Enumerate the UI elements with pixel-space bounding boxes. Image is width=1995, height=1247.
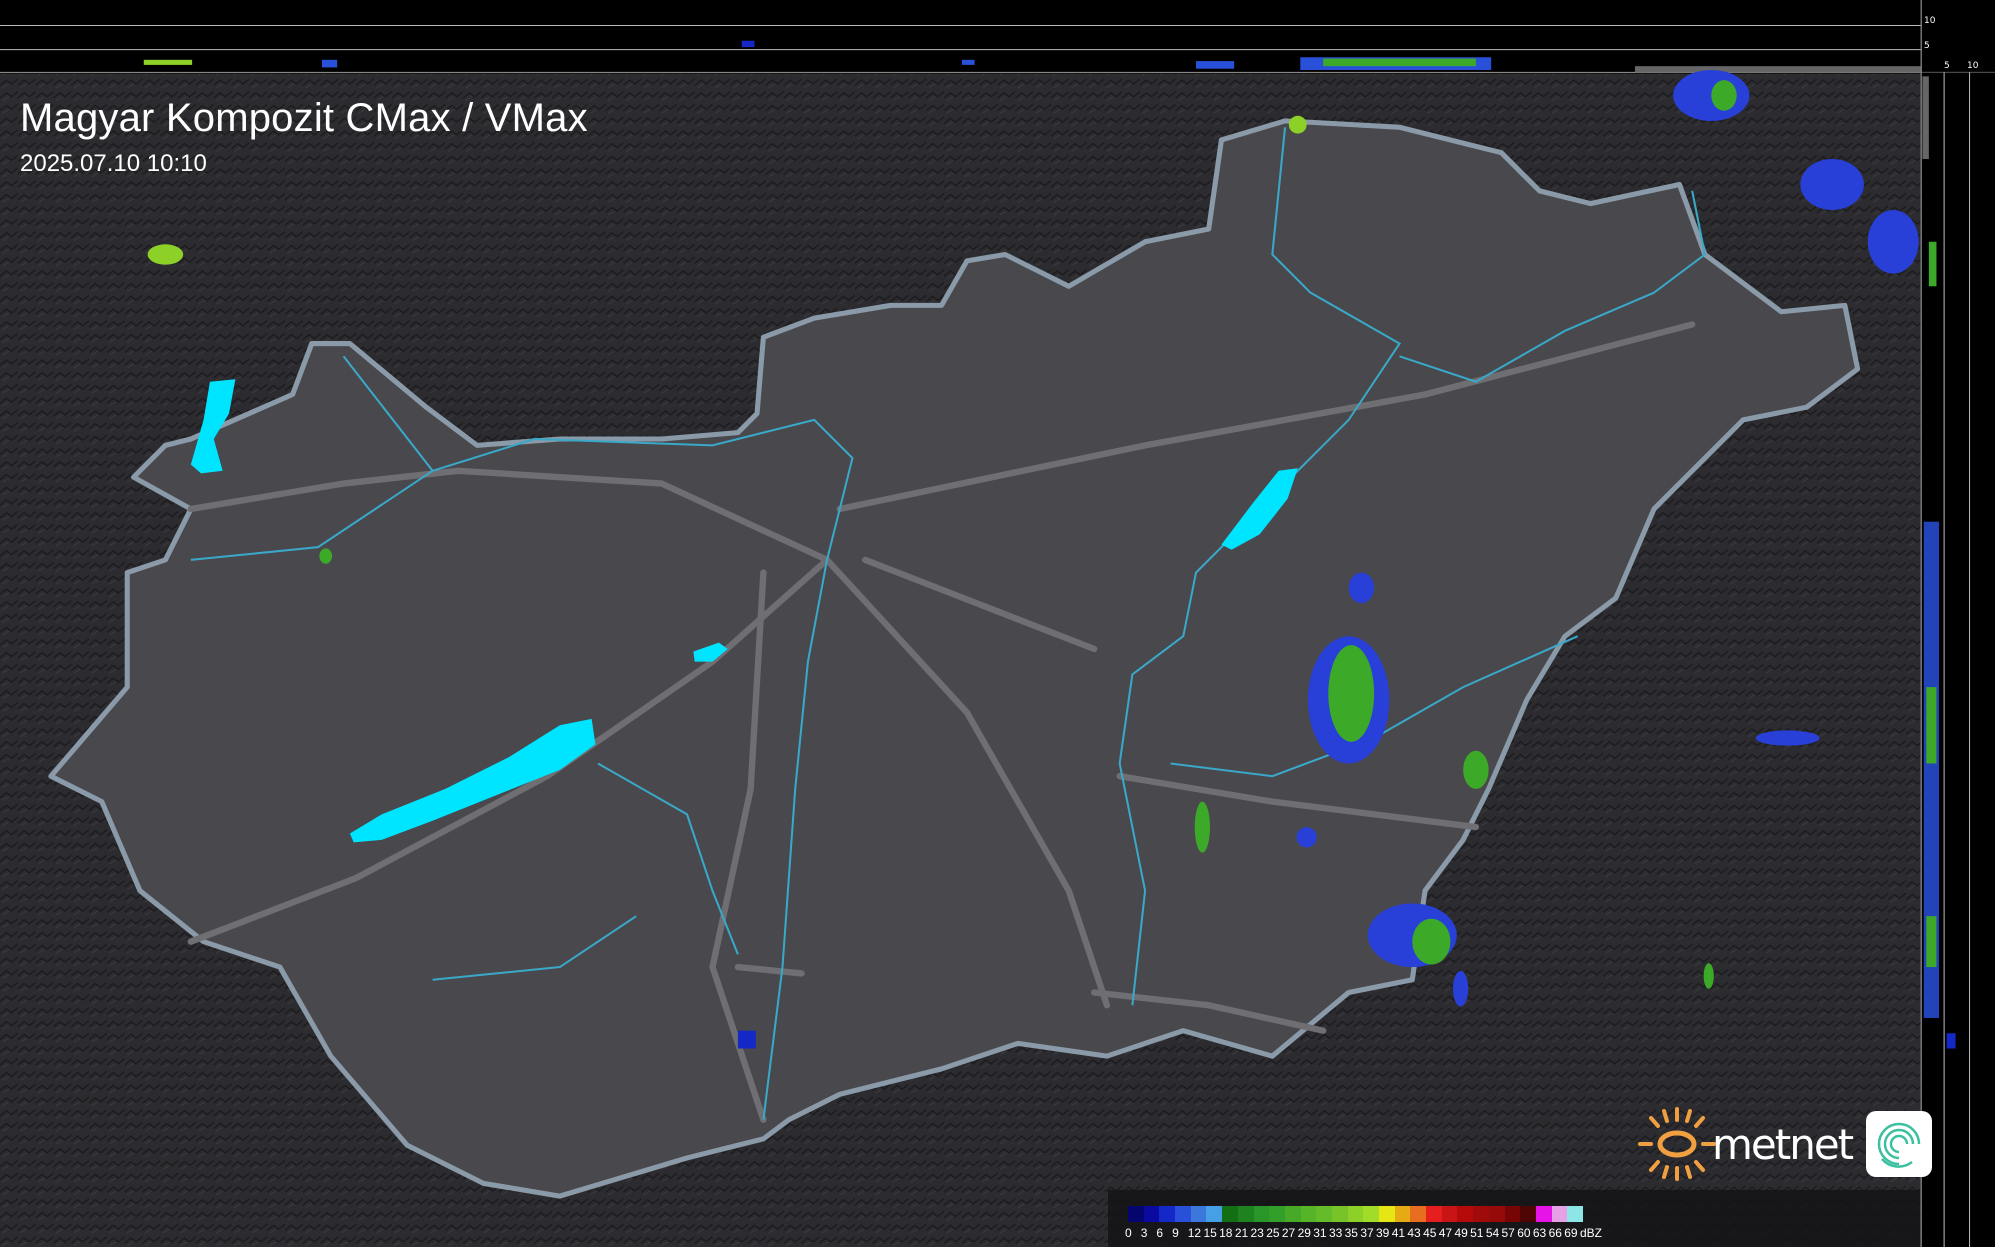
legend-label: 21	[1234, 1226, 1249, 1240]
legend-swatch	[1535, 1206, 1552, 1222]
top-profile-strip	[0, 0, 1922, 74]
lake-tisza	[1221, 468, 1298, 550]
legend-label: 37	[1360, 1226, 1374, 1240]
legend-swatch	[1190, 1206, 1207, 1222]
top-axis-tick-5: 5	[1924, 41, 1930, 51]
radar-echoes	[147, 69, 1919, 1049]
legend-swatch	[1488, 1206, 1505, 1222]
legend-label: 63	[1532, 1226, 1547, 1240]
map-timestamp: 2025.07.10 10:10	[20, 150, 207, 177]
legend-swatch	[1206, 1206, 1223, 1222]
right-axis-tick-5: 5	[1944, 61, 1950, 71]
legend-swatch	[1441, 1206, 1458, 1222]
legend-label: 54	[1485, 1226, 1500, 1240]
metnet-logo: metnet	[1638, 1105, 1933, 1183]
legend-swatch	[1143, 1206, 1160, 1222]
legend-label: 33	[1328, 1226, 1343, 1240]
legend-label: 41	[1391, 1226, 1406, 1240]
legend-swatch	[1520, 1206, 1536, 1222]
legend-swatch	[1473, 1206, 1489, 1222]
legend-label: 43	[1407, 1226, 1421, 1240]
swirl-badge-icon	[1866, 1111, 1933, 1177]
lake-velence	[693, 642, 728, 662]
legend-label: 3	[1140, 1226, 1148, 1240]
legend-label: 18	[1219, 1226, 1233, 1240]
top-axis-tick-10: 10	[1924, 16, 1936, 26]
lake-balaton	[349, 718, 596, 843]
legend-label: 57	[1501, 1226, 1515, 1240]
legend-swatch	[1379, 1206, 1395, 1222]
legend-swatch	[1410, 1206, 1427, 1222]
legend-label: 35	[1344, 1226, 1358, 1240]
legend-swatch	[1551, 1206, 1568, 1222]
legend-swatch	[1222, 1206, 1238, 1222]
legend-swatch	[1457, 1206, 1474, 1222]
legend-swatch	[1316, 1206, 1332, 1222]
legend-label: 47	[1438, 1226, 1453, 1240]
legend-label: 9	[1172, 1226, 1179, 1240]
legend-label: 25	[1266, 1226, 1280, 1240]
dbz-color-legend: 0 3 6 9 12 15 18 21 23 25 27 29 31 33 35 37 39 41 43 45 47 49…	[1108, 1190, 1920, 1247]
legend-label: 23	[1250, 1226, 1264, 1240]
legend-swatch	[1253, 1206, 1270, 1222]
legend-swatch	[1159, 1206, 1176, 1222]
legend-unit: dBZ	[1579, 1226, 1602, 1240]
sun-icon	[1638, 1107, 1716, 1181]
legend-swatch	[1426, 1206, 1442, 1222]
legend-label: 60	[1517, 1226, 1531, 1240]
legend-swatch	[1284, 1206, 1301, 1222]
legend-swatch	[1394, 1206, 1411, 1222]
map-title: Magyar Kompozit CMax / VMax	[20, 96, 588, 140]
legend-label: 29	[1297, 1226, 1311, 1240]
legend-label: 31	[1313, 1226, 1327, 1240]
legend-label: 27	[1281, 1226, 1296, 1240]
legend-swatch	[1363, 1206, 1379, 1222]
legend-label: 49	[1454, 1226, 1468, 1240]
logo-text: metnet	[1712, 1119, 1854, 1169]
legend-swatch	[1237, 1206, 1254, 1222]
legend-swatch	[1128, 1206, 1144, 1222]
legend-label: 39	[1376, 1226, 1390, 1240]
legend-swatch	[1504, 1206, 1521, 1222]
legend-label: 12	[1187, 1226, 1202, 1240]
legend-color-bar	[1128, 1206, 1583, 1222]
legend-swatch	[1331, 1206, 1348, 1222]
legend-swatch	[1175, 1206, 1191, 1222]
legend-label: 66	[1548, 1226, 1562, 1240]
legend-label: 69	[1564, 1226, 1578, 1240]
legend-swatch	[1567, 1206, 1583, 1222]
legend-label: 15	[1203, 1226, 1217, 1240]
legend-labels: 0 3 6 9 12 15 18 21 23 25 27 29 31 33 35 37 39 41 43 45 47 49…	[1125, 1226, 1602, 1240]
legend-swatch	[1300, 1206, 1317, 1222]
legend-label: 45	[1423, 1226, 1437, 1240]
legend-swatch	[1269, 1206, 1285, 1222]
legend-label: 0	[1125, 1226, 1132, 1240]
legend-swatch	[1347, 1206, 1364, 1222]
legend-label: 51	[1470, 1226, 1484, 1240]
lake-ferto	[190, 379, 236, 474]
legend-label: 6	[1156, 1226, 1164, 1240]
right-axis-tick-10: 10	[1967, 61, 1979, 71]
